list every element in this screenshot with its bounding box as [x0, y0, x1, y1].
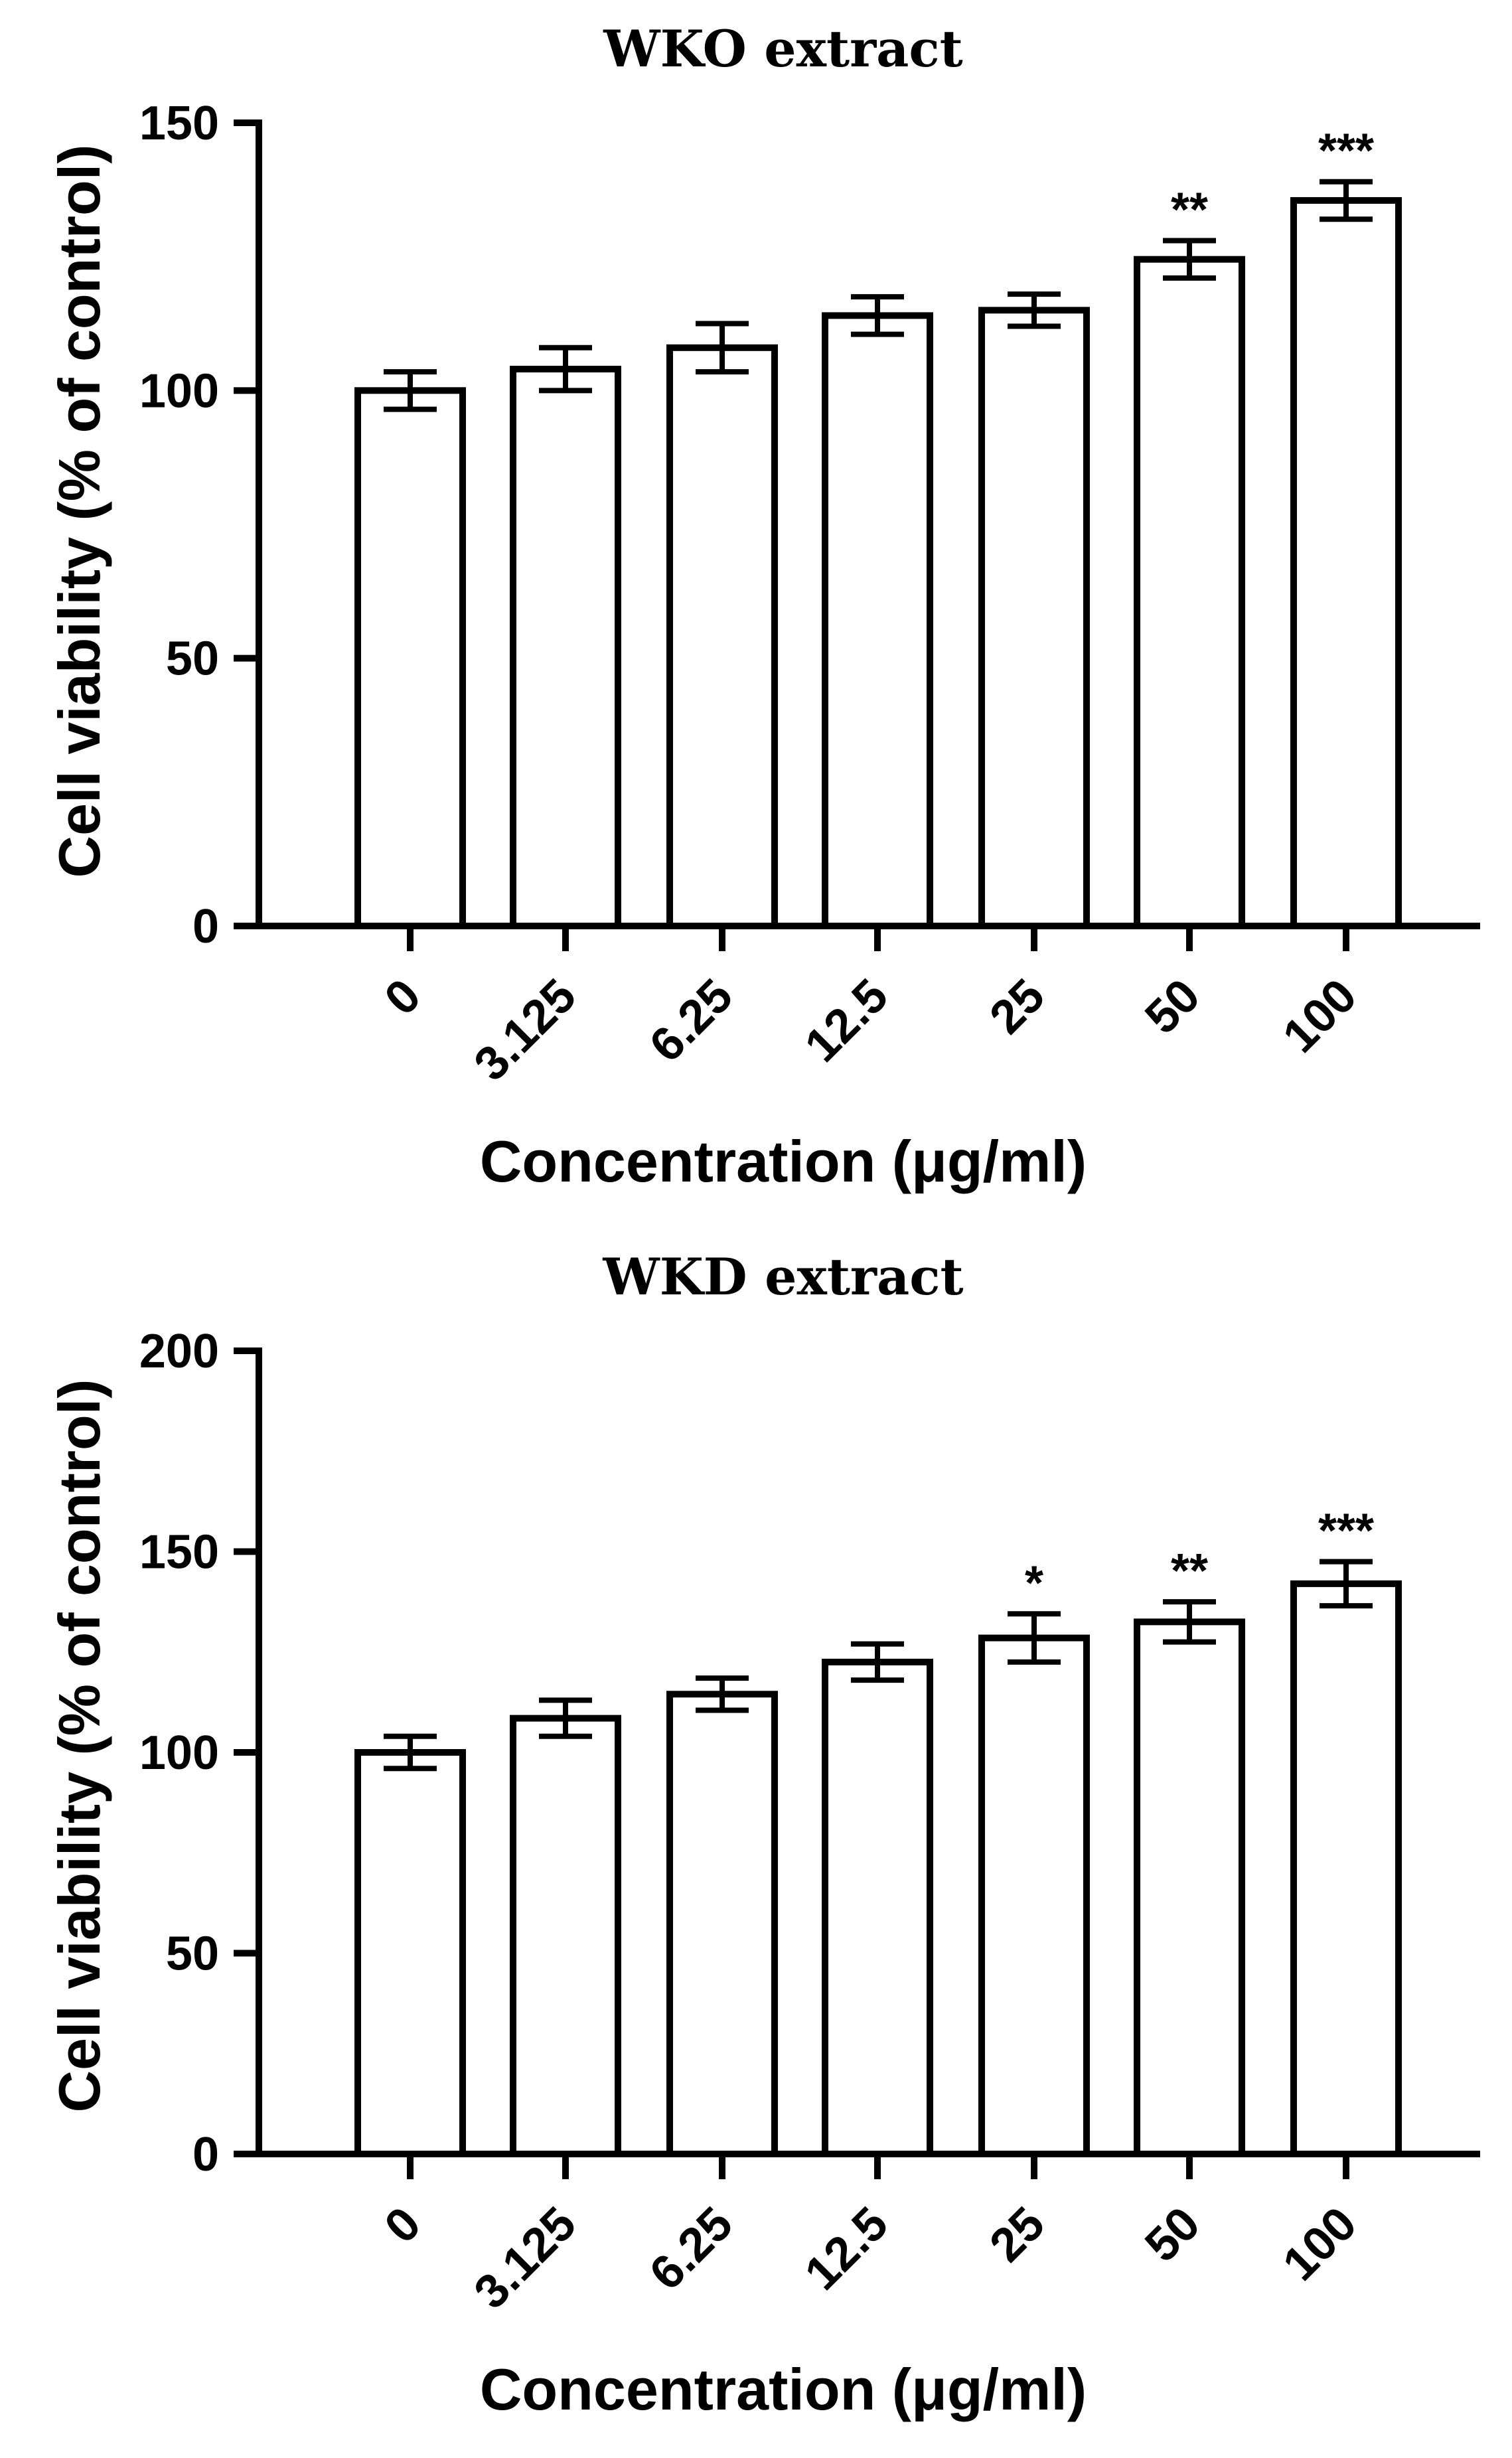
x-tick-label: 50	[1135, 2197, 1210, 2272]
significance-label: ***	[1318, 125, 1374, 178]
bar	[1290, 196, 1402, 929]
x-tick-label: 12.5	[795, 969, 899, 1073]
x-tick-label: 12.5	[795, 2197, 899, 2301]
bar	[510, 1715, 621, 2157]
bar	[978, 307, 1090, 930]
y-axis-label: Cell viability (% of control)	[46, 1379, 112, 2113]
plot-area: 0 50 100 150 0 3.125 6.25 12.5 25 ** 50 *** 100	[139, 97, 1480, 1091]
y-tick-label: 150	[139, 97, 219, 150]
chart-title: WKO extract	[603, 19, 962, 78]
x-tick-label: 25	[980, 969, 1055, 1044]
significance-label: **	[1171, 183, 1208, 236]
bar	[354, 387, 466, 929]
significance-label: *	[1025, 1557, 1043, 1610]
y-tick-label: 100	[139, 1727, 219, 1780]
chart-wko: WKO extract Cell viability (% of control…	[0, 0, 1512, 1221]
y-tick-label: 0	[192, 900, 219, 953]
chart-wkd-svg: WKD extract Cell viability (% of control…	[46, 1247, 1480, 2422]
bar	[510, 366, 621, 929]
y-axis-label: Cell viability (% of control)	[46, 145, 112, 878]
bar	[1134, 1618, 1245, 2157]
x-axis-label: Concentration (μg/ml)	[480, 1128, 1087, 1194]
chart-wko-svg: WKO extract Cell viability (% of control…	[46, 19, 1480, 1194]
y-tick-label: 50	[166, 1928, 219, 1981]
x-axis-label: Concentration (μg/ml)	[480, 2356, 1087, 2422]
y-tick-label: 0	[192, 2128, 219, 2181]
y-tick-label: 50	[166, 633, 219, 686]
x-tick-label: 6.25	[640, 2197, 743, 2301]
x-tick-label: 0	[374, 2197, 431, 2254]
significance-label: ***	[1318, 1505, 1374, 1558]
bar	[822, 312, 933, 929]
x-tick-label: 0	[374, 969, 431, 1026]
bar	[1134, 256, 1245, 929]
plot-area: 0 50 100 150 200 0 3.125 6.25 12.5 * 25 ** 50 *** 100	[139, 1325, 1480, 2319]
chart-title: WKD extract	[602, 1247, 963, 1306]
x-tick-label: 25	[980, 2197, 1055, 2272]
significance-label: **	[1171, 1545, 1208, 1598]
x-tick-label: 3.125	[464, 2197, 586, 2319]
y-tick-label: 200	[139, 1325, 219, 1378]
bar	[666, 1691, 778, 2157]
y-tick-label: 150	[139, 1526, 219, 1579]
y-tick-label: 100	[139, 364, 219, 418]
bar	[354, 1749, 466, 2157]
x-tick-label: 3.125	[464, 969, 586, 1091]
x-tick-label: 100	[1273, 2197, 1367, 2291]
x-tick-label: 6.25	[640, 969, 743, 1073]
bar	[822, 1658, 933, 2157]
x-tick-label: 100	[1273, 969, 1367, 1063]
x-tick-label: 50	[1135, 969, 1210, 1044]
bar	[978, 1634, 1090, 2157]
chart-wkd: WKD extract Cell viability (% of control…	[0, 1228, 1512, 2449]
bar	[666, 344, 778, 929]
bar	[1290, 1580, 1402, 2157]
